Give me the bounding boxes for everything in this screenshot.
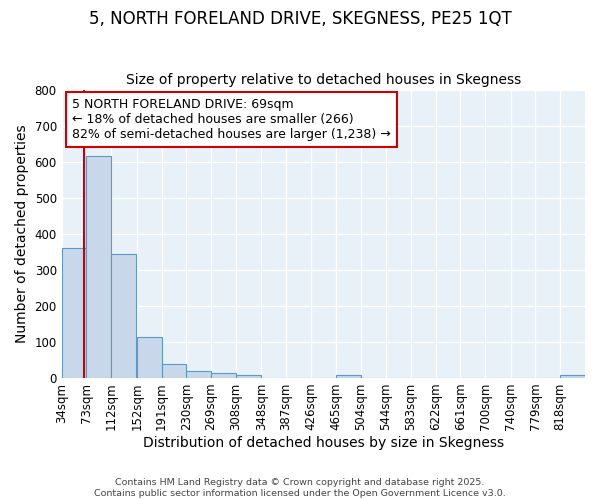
Bar (560, 375, 585, 378)
Bar (336, 375, 361, 378)
Bar (137, 336, 161, 378)
Bar (236, 375, 260, 378)
Bar (161, 364, 187, 378)
X-axis label: Distribution of detached houses by size in Skegness: Distribution of detached houses by size … (143, 436, 504, 450)
Text: Contains HM Land Registry data © Crown copyright and database right 2025.
Contai: Contains HM Land Registry data © Crown c… (94, 478, 506, 498)
Bar (187, 372, 211, 378)
Y-axis label: Number of detached properties: Number of detached properties (15, 124, 29, 343)
Bar (211, 372, 236, 378)
Text: 5 NORTH FORELAND DRIVE: 69sqm
← 18% of detached houses are smaller (266)
82% of : 5 NORTH FORELAND DRIVE: 69sqm ← 18% of d… (72, 98, 391, 141)
Bar (62, 248, 86, 378)
Bar (111, 254, 136, 378)
Text: 5, NORTH FORELAND DRIVE, SKEGNESS, PE25 1QT: 5, NORTH FORELAND DRIVE, SKEGNESS, PE25 … (89, 10, 511, 28)
Title: Size of property relative to detached houses in Skegness: Size of property relative to detached ho… (126, 73, 521, 87)
Bar (86, 156, 111, 378)
